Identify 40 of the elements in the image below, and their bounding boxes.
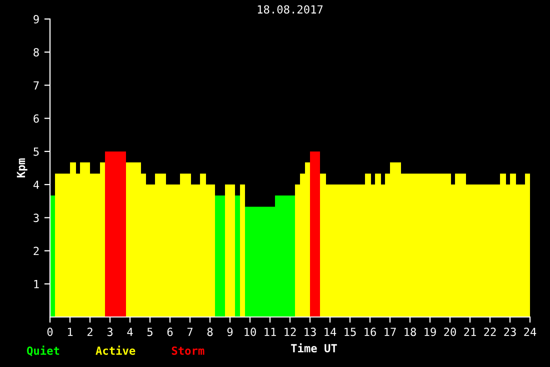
y-axis-title: Kpm	[16, 158, 28, 178]
y-tick-label: 2	[34, 246, 39, 256]
y-tick-label: 1	[34, 280, 39, 288]
chart-title: 18.08.2017	[258, 5, 323, 14]
x-tick-label: 4	[127, 328, 133, 336]
y-tick-label: 7	[34, 81, 39, 90]
y-tick-label: 3	[34, 214, 39, 222]
x-tick-label: 10	[244, 328, 256, 336]
y-tick-label: 8	[34, 48, 39, 57]
x-tick-label: 13	[304, 328, 316, 336]
x-tick-label: 15	[344, 328, 356, 336]
y-tick-label: 4	[33, 180, 40, 189]
y-tick-label: 5	[34, 148, 39, 156]
x-tick-label: 16	[364, 328, 376, 336]
x-axis-title: Time UT	[291, 343, 337, 352]
x-tick-label: 21	[464, 328, 476, 336]
x-tick-label: 0	[47, 328, 53, 336]
x-tick-label: 5	[147, 328, 152, 336]
x-tick-label: 24	[524, 328, 536, 336]
y-tick-label: 9	[34, 15, 39, 24]
x-tick-label: 20	[444, 328, 456, 336]
x-tick-label: 22	[484, 328, 496, 336]
x-tick-label: 6	[167, 328, 173, 336]
x-tick-label: 17	[384, 328, 396, 336]
x-tick-label: 14	[324, 328, 336, 336]
x-tick-label: 1	[68, 328, 73, 336]
text: Quiet	[27, 346, 60, 356]
text: Storm	[172, 346, 204, 355]
x-tick-label: 23	[504, 328, 516, 336]
y-tick-label: 6	[34, 114, 39, 123]
x-tick-label: 7	[187, 328, 193, 336]
x-tick-label: 19	[424, 328, 436, 336]
x-tick-label: 8	[207, 328, 213, 336]
x-tick-label: 3	[107, 328, 113, 336]
x-tick-label: 18	[404, 328, 416, 336]
x-tick-label: 12	[284, 328, 296, 336]
x-tick-label: 9	[227, 328, 233, 336]
x-tick-label: 11	[264, 328, 276, 336]
x-tick-label: 2	[87, 328, 92, 336]
text: Active	[96, 346, 136, 355]
